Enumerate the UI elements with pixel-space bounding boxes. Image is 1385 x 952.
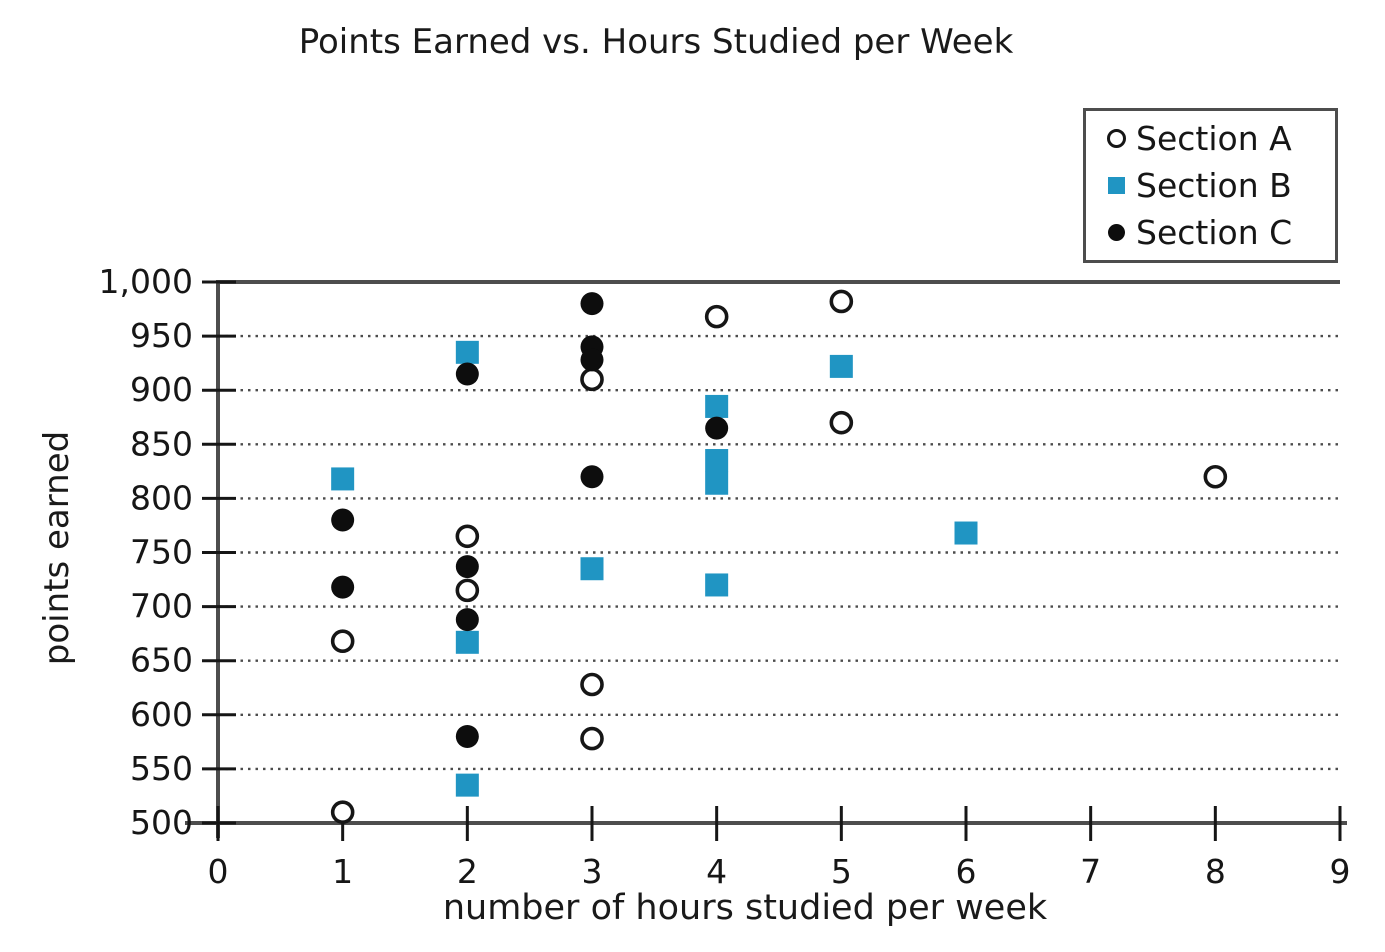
point-section-c — [455, 555, 479, 579]
point-section-a — [580, 367, 604, 392]
point-section-b — [455, 630, 479, 654]
point-section-a — [580, 672, 604, 697]
point-section-c — [580, 348, 604, 372]
x-tick-label-9: 9 — [1330, 852, 1351, 891]
point-section-b — [580, 557, 604, 581]
x-tick-label-2: 2 — [457, 852, 478, 891]
point-section-c — [580, 465, 604, 489]
point-section-c — [331, 575, 355, 599]
y-tick-label-800: 800 — [130, 478, 193, 517]
legend-item-section-b: Section B — [1086, 169, 1335, 202]
y-tick-label-950: 950 — [130, 316, 193, 355]
legend-item-section-c: Section C — [1086, 216, 1335, 249]
y-tick-label-850: 850 — [130, 424, 193, 463]
x-tick-label-8: 8 — [1205, 852, 1226, 891]
point-section-b — [954, 521, 978, 545]
point-section-b — [829, 354, 853, 378]
y-tick-label-1000: 1,000 — [99, 262, 193, 301]
point-section-c — [455, 608, 479, 632]
y-tick-label-650: 650 — [130, 641, 193, 680]
point-section-a — [330, 629, 355, 654]
x-tick-label-3: 3 — [582, 852, 603, 891]
x-tick-label-6: 6 — [956, 852, 977, 891]
y-tick-label-500: 500 — [130, 803, 193, 842]
legend-item-section-a: Section A — [1086, 122, 1335, 155]
x-tick-label-5: 5 — [831, 852, 852, 891]
point-section-b — [705, 471, 729, 495]
point-section-c — [455, 724, 479, 748]
legend-label-section-b: Section B — [1136, 166, 1292, 205]
point-section-c — [331, 508, 355, 532]
point-section-b — [455, 340, 479, 364]
x-tick-label-0: 0 — [208, 852, 229, 891]
point-section-a — [455, 578, 480, 603]
chart-title: Points Earned vs. Hours Studied per Week — [298, 22, 1014, 62]
point-section-c — [455, 362, 479, 386]
y-tick-label-900: 900 — [130, 370, 193, 409]
x-axis-title: number of hours studied per week — [442, 888, 1048, 928]
point-section-a — [704, 304, 729, 329]
point-section-b — [705, 449, 729, 473]
legend-label-section-a: Section A — [1136, 119, 1292, 158]
point-section-a — [455, 524, 480, 549]
x-tick-label-1: 1 — [332, 852, 353, 891]
x-tick-label-4: 4 — [706, 852, 727, 891]
point-section-a — [330, 800, 355, 824]
point-section-a — [1203, 464, 1228, 489]
point-section-a — [580, 726, 604, 751]
filled-circle-marker-icon — [1096, 224, 1136, 241]
open-circle-marker-icon — [1096, 129, 1136, 148]
legend: Section A Section B Section C — [1083, 108, 1338, 263]
x-tick-label-7: 7 — [1080, 852, 1101, 891]
point-section-c — [580, 292, 604, 316]
y-tick-label-550: 550 — [130, 749, 193, 788]
point-section-a — [829, 289, 854, 314]
legend-label-section-c: Section C — [1136, 213, 1293, 252]
point-section-c — [705, 416, 729, 440]
point-section-a — [829, 410, 854, 435]
point-section-b — [705, 394, 729, 418]
y-tick-label-600: 600 — [130, 695, 193, 734]
point-section-b — [455, 773, 479, 797]
filled-square-marker-icon — [1096, 177, 1136, 194]
y-tick-label-750: 750 — [130, 533, 193, 572]
point-section-b — [331, 467, 355, 491]
y-tick-label-700: 700 — [130, 587, 193, 626]
point-section-b — [705, 573, 729, 597]
